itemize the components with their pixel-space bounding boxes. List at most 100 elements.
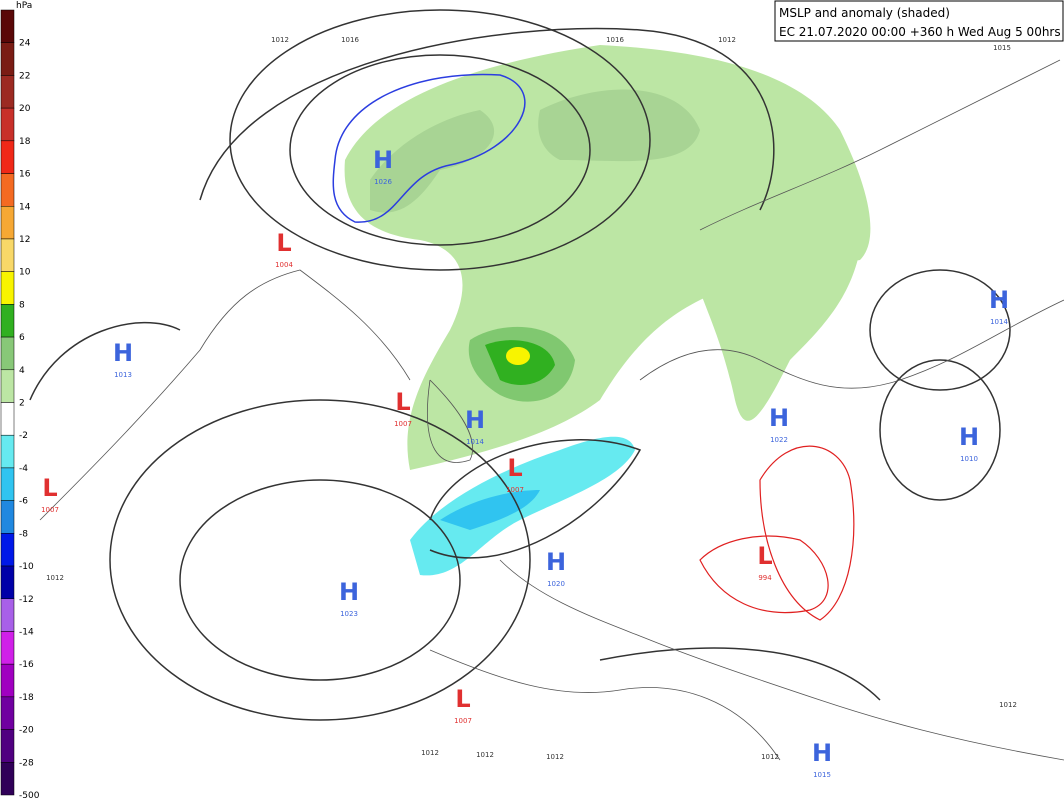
- contour-label: 1012: [421, 749, 439, 757]
- center-symbol: H: [812, 739, 832, 767]
- legend-label: 22: [19, 71, 30, 81]
- legend: hPa 24 22 20 18 16 14 12 10 8 6 4 2 -2 -4 -6 -8 -10 -12 -1…: [0, 1, 40, 800]
- legend-swatch: [0, 598, 15, 632]
- legend-label: 24: [19, 39, 31, 49]
- center-symbol: H: [769, 404, 789, 432]
- contour-label: 1016: [606, 36, 624, 44]
- center-value: 1007: [41, 506, 59, 514]
- center-symbol: L: [455, 685, 470, 713]
- legend-swatch: [0, 434, 15, 469]
- center-value: 1022: [770, 436, 788, 444]
- contour-label: 1012: [999, 701, 1017, 709]
- legend-label: 12: [19, 235, 30, 245]
- legend-swatch: [0, 140, 15, 174]
- legend-swatch: [0, 500, 15, 534]
- legend-swatch: [0, 173, 15, 207]
- legend-label: -12: [19, 595, 34, 605]
- center-symbol: L: [42, 474, 57, 502]
- high-isobar: [332, 73, 526, 223]
- center-symbol: H: [339, 578, 359, 606]
- center-value: 1007: [394, 420, 412, 428]
- coastlines: [39, 59, 1064, 761]
- legend-label: -14: [19, 627, 34, 637]
- legend-swatch: [0, 238, 15, 272]
- legend-label: 2: [19, 399, 25, 409]
- legend-label: -2: [19, 431, 28, 441]
- center-symbol: L: [276, 229, 291, 257]
- isobars: [29, 9, 1011, 721]
- legend-swatch: [0, 9, 15, 43]
- center-value: 994: [758, 574, 772, 582]
- legend-label: -16: [19, 660, 34, 670]
- legend-swatch: [0, 107, 15, 142]
- legend-swatch: [0, 533, 15, 567]
- center-symbol: H: [373, 146, 393, 174]
- center-value: 1007: [454, 717, 472, 725]
- legend-label: 14: [19, 202, 31, 212]
- legend-swatch: [0, 696, 15, 730]
- legend-label: -500: [19, 791, 40, 800]
- legend-swatch: [0, 42, 15, 76]
- legend-swatch: [0, 336, 15, 371]
- legend-swatch: [0, 369, 15, 403]
- center-symbol: H: [465, 406, 485, 434]
- subtitle: EC 21.07.2020 00:00 +360 h Wed Aug 5 00h…: [779, 25, 1061, 39]
- contour-label: 1012: [718, 36, 736, 44]
- center-value: 1010: [960, 455, 978, 463]
- contour-label: 1012: [546, 753, 564, 761]
- legend-label: -4: [19, 464, 28, 474]
- contour-label: 1012: [761, 753, 779, 761]
- legend-label: -6: [19, 497, 28, 507]
- legend-swatch: [0, 271, 15, 305]
- center-value: 1013: [114, 371, 132, 379]
- center-value: 1023: [340, 610, 358, 618]
- legend-label: -8: [19, 529, 28, 539]
- legend-swatch: [0, 729, 15, 763]
- legend-label: 16: [19, 170, 31, 180]
- legend-label: 10: [19, 268, 31, 278]
- legend-unit: hPa: [16, 1, 32, 11]
- contour-label: 1012: [46, 574, 64, 582]
- title: MSLP and anomaly (shaded): [779, 6, 950, 20]
- center-symbol: H: [546, 548, 566, 576]
- center-symbol: L: [507, 454, 522, 482]
- legend-label: 20: [19, 104, 31, 114]
- anomaly-shading: [344, 45, 871, 576]
- title-box: [774, 0, 1064, 42]
- center-symbol: H: [959, 423, 979, 451]
- center-symbol: L: [757, 542, 772, 570]
- legend-swatch: [0, 565, 15, 600]
- center-symbol: H: [113, 339, 133, 367]
- legend-swatch: [0, 467, 15, 501]
- contour-label: 1015: [993, 44, 1011, 52]
- legend-label: -10: [19, 562, 34, 572]
- legend-swatch: [0, 206, 15, 240]
- center-value: 1004: [275, 261, 293, 269]
- contour-label: 1016: [341, 36, 359, 44]
- legend-label: -18: [19, 693, 34, 703]
- legend-label: 8: [19, 300, 25, 310]
- center-value: 1026: [374, 178, 392, 186]
- legend-swatch: [0, 663, 15, 698]
- center-value: 1007: [506, 486, 524, 494]
- legend-label: 6: [19, 333, 25, 343]
- legend-swatch: [0, 762, 15, 796]
- center-value: 1015: [813, 771, 831, 779]
- legend-swatch: [0, 304, 15, 338]
- center-value: 1020: [547, 580, 565, 588]
- legend-swatch: [0, 402, 15, 436]
- legend-label: 18: [19, 137, 31, 147]
- legend-swatch: [0, 75, 15, 109]
- legend-label: -20: [19, 726, 34, 736]
- center-value: 1014: [990, 318, 1008, 326]
- legend-label: 4: [19, 366, 25, 376]
- center-symbol: H: [989, 286, 1009, 314]
- contour-label: 1012: [271, 36, 289, 44]
- center-value: 1014: [466, 438, 484, 446]
- contour-label: 1012: [476, 751, 494, 759]
- center-symbol: L: [395, 388, 410, 416]
- low-isobars: [699, 445, 855, 621]
- legend-swatch: [0, 631, 15, 665]
- legend-label: -28: [19, 758, 34, 768]
